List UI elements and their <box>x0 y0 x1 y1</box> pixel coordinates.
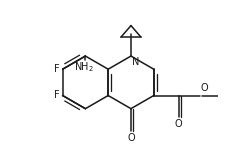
Text: NH$_2$: NH$_2$ <box>74 60 94 74</box>
Text: F: F <box>54 64 60 74</box>
Text: O: O <box>175 119 183 129</box>
Text: F: F <box>54 90 60 100</box>
Text: O: O <box>127 133 135 143</box>
Text: N: N <box>132 57 140 67</box>
Text: O: O <box>201 83 209 93</box>
